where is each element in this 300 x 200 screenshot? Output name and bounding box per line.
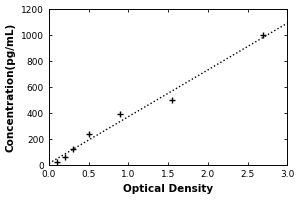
Y-axis label: Concentration(pg/mL): Concentration(pg/mL) <box>6 22 16 152</box>
X-axis label: Optical Density: Optical Density <box>123 184 213 194</box>
